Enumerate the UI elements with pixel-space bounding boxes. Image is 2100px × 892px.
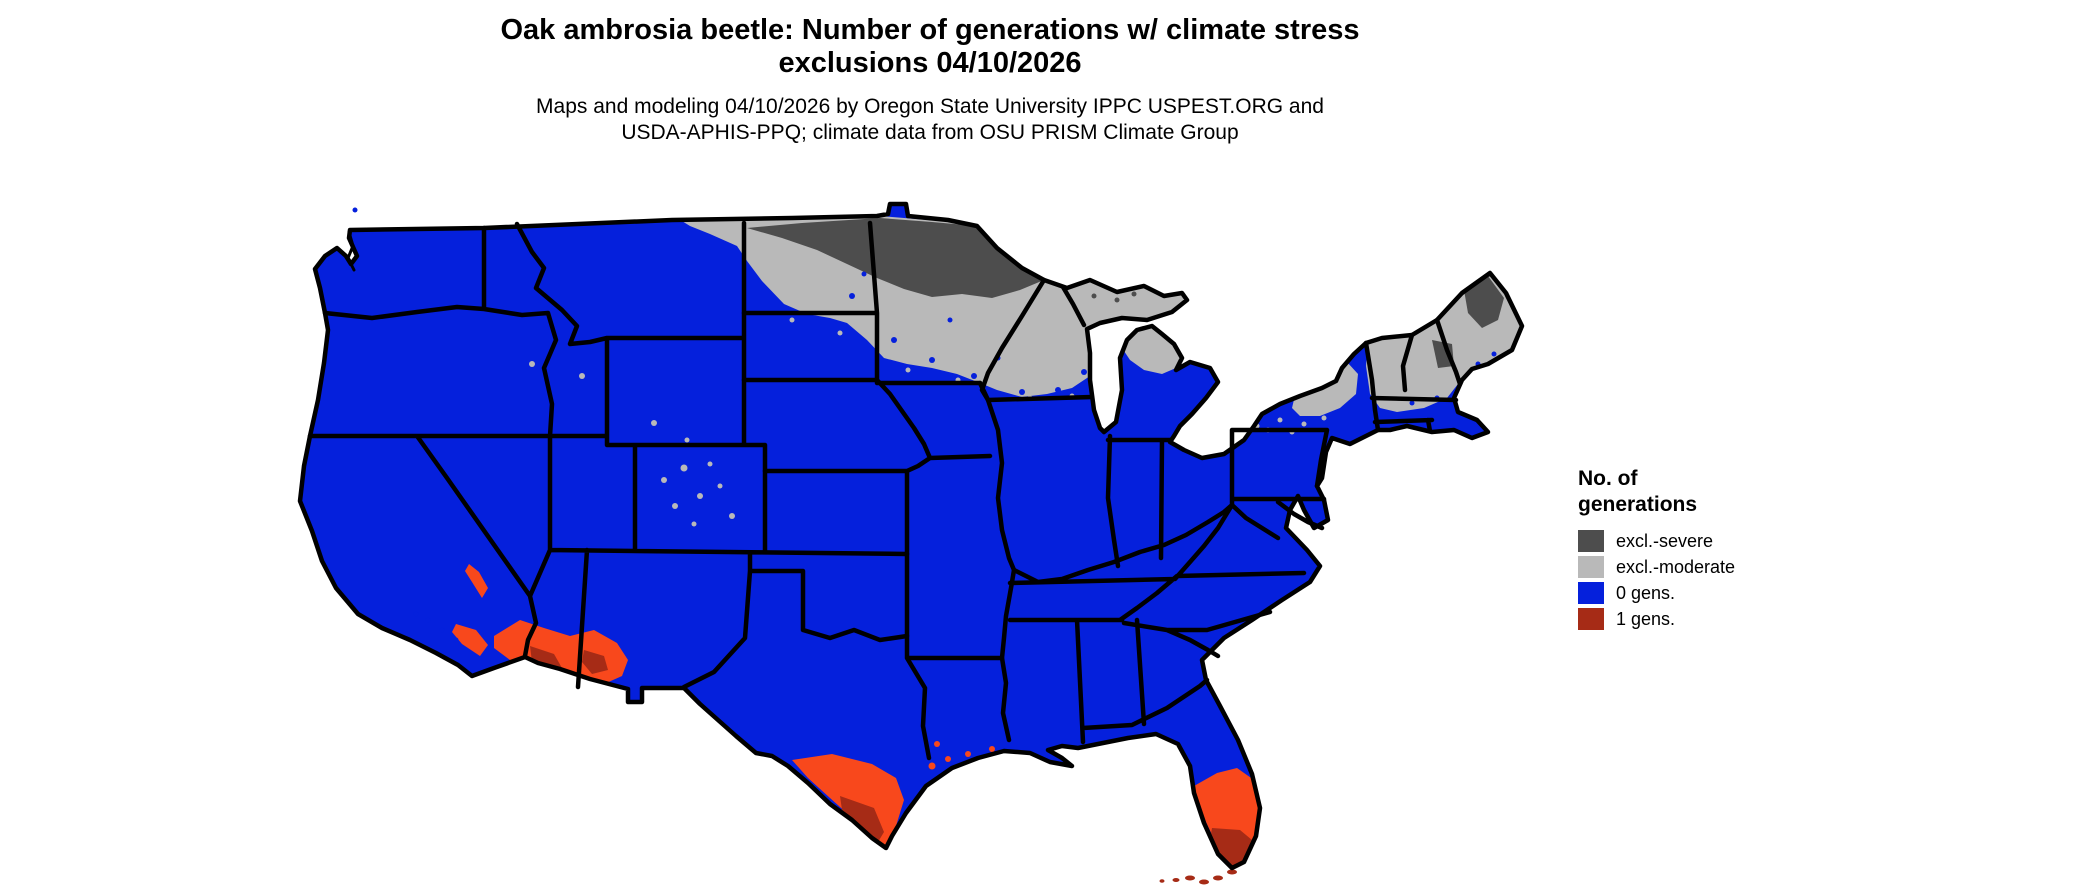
legend-swatch-0-gens: [1578, 582, 1604, 604]
legend-label-excl-moderate: excl.-moderate: [1616, 556, 1736, 577]
legend-item-0-gens: 0 gens.: [1578, 580, 1838, 606]
map-subtitle-line1: Maps and modeling 04/10/2026 by Oregon S…: [536, 95, 1324, 118]
legend: No. of generations excl.-severe excl.-mo…: [1578, 466, 1838, 632]
legend-label-excl-severe: excl.-severe: [1616, 530, 1714, 551]
channel-islands: [352, 207, 459, 643]
legend-item-excl-severe: excl.-severe: [1578, 528, 1838, 554]
map-title-line2: exclusions 04/10/2026: [778, 47, 1082, 79]
legend-title-line1: No. of: [1578, 467, 1638, 490]
speckles-excl-severe: [1091, 291, 1137, 303]
legend-label-0-gens: 0 gens.: [1616, 582, 1676, 603]
region-excl-moderate-north: [677, 216, 1187, 397]
map-subtitle: Maps and modeling 04/10/2026 by Oregon S…: [330, 94, 1530, 146]
region-one-gen-california-streak: [465, 564, 488, 598]
legend-swatch-excl-severe: [1578, 530, 1604, 552]
us-generations-map-svg: [297, 201, 1525, 885]
region-excl-severe-dakotas-minnesota: [747, 218, 1044, 298]
legend-swatch-1-gens: [1578, 608, 1604, 630]
florida-keys: [1159, 869, 1237, 885]
speckles-one-gen-gulf-coast: [928, 741, 995, 770]
legend-item-excl-moderate: excl.-moderate: [1578, 554, 1838, 580]
region-one-gen-south-florida-core: [1210, 828, 1252, 868]
legend-label-1-gens: 1 gens.: [1616, 608, 1676, 629]
region-one-gen-california-coastal: [452, 624, 488, 656]
us-map: [232, 168, 1562, 892]
map-title-line1: Oak ambrosia beetle: Number of generatio…: [500, 14, 1360, 46]
map-title: Oak ambrosia beetle: Number of generatio…: [330, 14, 1530, 80]
legend-title: No. of generations: [1578, 466, 1838, 518]
legend-swatch-excl-moderate: [1578, 556, 1604, 578]
region-one-gen-arizona-core-2: [582, 650, 608, 674]
state-borders: [307, 220, 1463, 761]
header: Oak ambrosia beetle: Number of generatio…: [330, 14, 1530, 146]
map-subtitle-line2: USDA-APHIS-PPQ; climate data from OSU PR…: [621, 121, 1239, 144]
legend-item-1-gens: 1 gens.: [1578, 606, 1838, 632]
legend-title-line2: generations: [1578, 493, 1698, 516]
legend-items: excl.-severe excl.-moderate 0 gens. 1 ge…: [1578, 528, 1838, 632]
region-excl-severe-maine: [1464, 276, 1504, 328]
puget-sound: [346, 230, 356, 272]
region-excl-severe-vt-nh: [1432, 340, 1454, 368]
region-one-gen-south-texas-core: [840, 796, 884, 842]
